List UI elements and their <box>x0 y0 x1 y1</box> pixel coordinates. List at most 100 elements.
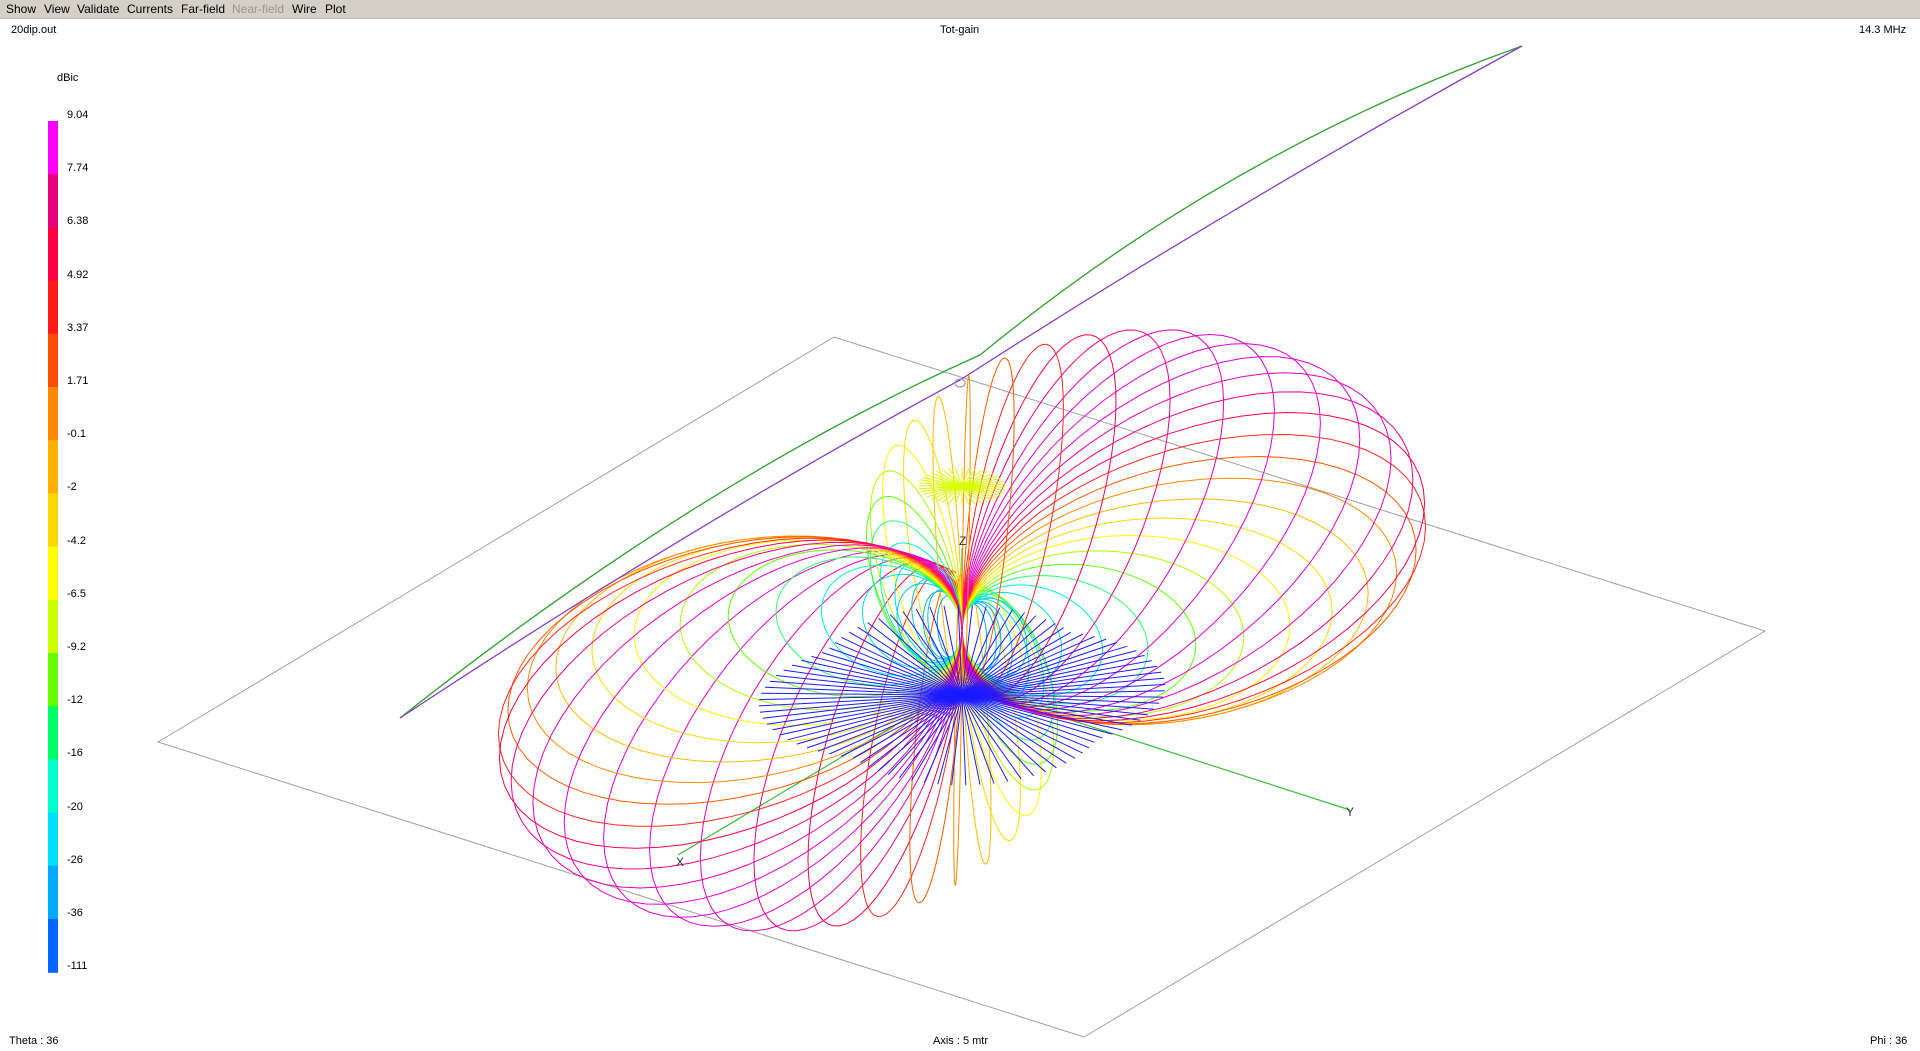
pattern-mesh-line <box>961 694 1057 769</box>
feed-point-marker <box>954 378 966 388</box>
pattern-mesh-line <box>961 485 988 503</box>
pattern-mesh-line <box>948 468 963 487</box>
pattern-mesh-line <box>961 468 976 487</box>
pattern-mesh-line <box>807 563 963 927</box>
pattern-mesh-line <box>791 664 963 696</box>
pattern-mesh-line <box>961 486 983 504</box>
menu-view[interactable]: View <box>44 2 70 16</box>
pattern-mesh-line <box>961 467 970 487</box>
pattern-mesh-line <box>857 626 963 696</box>
legend-label: -12 <box>67 694 83 707</box>
legend-label: -20 <box>67 800 83 813</box>
pattern-mesh-line <box>961 372 1392 717</box>
color-scale-segment <box>48 812 58 867</box>
legend-label: -36 <box>67 907 83 919</box>
legend-unit: dBic <box>57 72 79 84</box>
pattern-mesh-line <box>497 537 963 827</box>
plot-title: Tot-gain <box>940 24 980 36</box>
menu-wire[interactable]: Wire <box>292 2 317 16</box>
pattern-mesh-line <box>727 549 963 698</box>
pattern-mesh-line <box>882 444 963 678</box>
pattern-mesh-line <box>961 694 1148 716</box>
pattern-mesh-line <box>532 544 963 889</box>
pattern-mesh-line <box>961 329 1225 705</box>
pattern-mesh-line <box>909 570 963 904</box>
pattern-mesh-line <box>961 580 1021 842</box>
ground-plane <box>156 336 1767 1038</box>
pattern-mesh-line <box>961 356 1361 714</box>
phi-readout: Phi : 36 <box>1870 1035 1908 1047</box>
pattern-mesh-line <box>920 479 963 487</box>
pattern-mesh-line <box>961 469 983 487</box>
pattern-mesh-line <box>961 606 987 696</box>
legend-label: -111 <box>67 960 88 973</box>
pattern-mesh-line <box>841 636 963 696</box>
pattern-mesh-line <box>961 584 1104 697</box>
pattern-mesh-line <box>766 694 963 725</box>
pattern-mesh-line <box>852 694 963 759</box>
pattern-mesh-line <box>776 675 963 696</box>
frequency-label: 14.3 MHz <box>1859 24 1907 36</box>
pattern-mesh-line <box>902 611 963 696</box>
wire-green <box>399 45 1523 719</box>
legend-label: 6.38 <box>67 215 89 228</box>
pattern-mesh-line <box>834 642 963 696</box>
pattern-mesh-line <box>930 472 963 487</box>
pattern-mesh-line <box>961 695 995 784</box>
pattern-mesh-line <box>899 694 963 779</box>
pattern-mesh-line <box>821 652 963 696</box>
pattern-mesh-line <box>961 485 994 501</box>
legend-label: -9.2 <box>67 641 86 653</box>
color-scale-segment <box>48 280 58 335</box>
pattern-mesh-line <box>878 618 963 696</box>
pattern-mesh-line <box>868 694 963 768</box>
pattern-mesh-line <box>787 694 963 741</box>
pattern-mesh-line <box>961 615 1037 696</box>
color-scale-segment <box>48 493 58 548</box>
pattern-mesh-line <box>961 485 998 499</box>
pattern-mesh-line <box>961 638 1107 696</box>
pattern-mesh-line <box>961 623 1056 696</box>
pattern-mesh-line <box>679 543 963 711</box>
pattern-mesh-line <box>961 694 1113 735</box>
color-scale-segment <box>48 333 58 388</box>
pattern-mesh-line <box>961 605 973 696</box>
pattern-mesh-line <box>937 695 963 785</box>
pattern-mesh-line <box>961 690 1165 696</box>
pattern-mesh-line <box>923 695 963 783</box>
pattern-mesh-line <box>961 583 1042 817</box>
pattern-mesh-line <box>961 650 1137 696</box>
pattern-mesh-line <box>961 654 1145 696</box>
pattern-mesh-line <box>961 694 1076 759</box>
menu-plot[interactable]: Plot <box>325 2 346 16</box>
pattern-mesh-line <box>840 694 963 757</box>
pattern-mesh-line <box>961 480 1004 487</box>
menu-show[interactable]: Show <box>6 2 37 16</box>
pattern-mesh-line <box>954 486 963 506</box>
pattern-mesh-line <box>961 485 1006 488</box>
pattern-mesh-line <box>817 694 963 752</box>
menu-currents[interactable]: Currents <box>127 2 174 16</box>
pattern-mesh-line <box>867 622 963 696</box>
pattern-mesh-line <box>961 694 1009 782</box>
pattern-mesh-line <box>961 684 1166 696</box>
pattern-mesh-line <box>961 607 1001 696</box>
pattern-mesh-line <box>936 485 963 502</box>
legend-label: -6.5 <box>67 587 86 600</box>
menu-bar: Show View Validate Currents Far-field Ne… <box>0 0 1920 19</box>
pattern-mesh-line <box>961 694 1083 754</box>
pattern-mesh-line <box>918 485 963 490</box>
theta-readout: Theta : 36 <box>9 1035 59 1047</box>
menu-far-field[interactable]: Far-field <box>181 2 226 16</box>
pattern-mesh-line <box>961 619 1047 696</box>
legend-label: 7.74 <box>67 162 89 175</box>
legend-label: 4.92 <box>67 268 89 281</box>
menu-validate[interactable]: Validate <box>77 2 120 16</box>
color-scale-segment <box>48 759 58 814</box>
pattern-mesh-line <box>936 470 963 487</box>
pattern-mesh-line <box>961 631 1072 696</box>
pattern-mesh-line <box>948 486 963 505</box>
color-scale-segment <box>48 599 58 654</box>
pattern-mesh-line <box>961 475 998 487</box>
